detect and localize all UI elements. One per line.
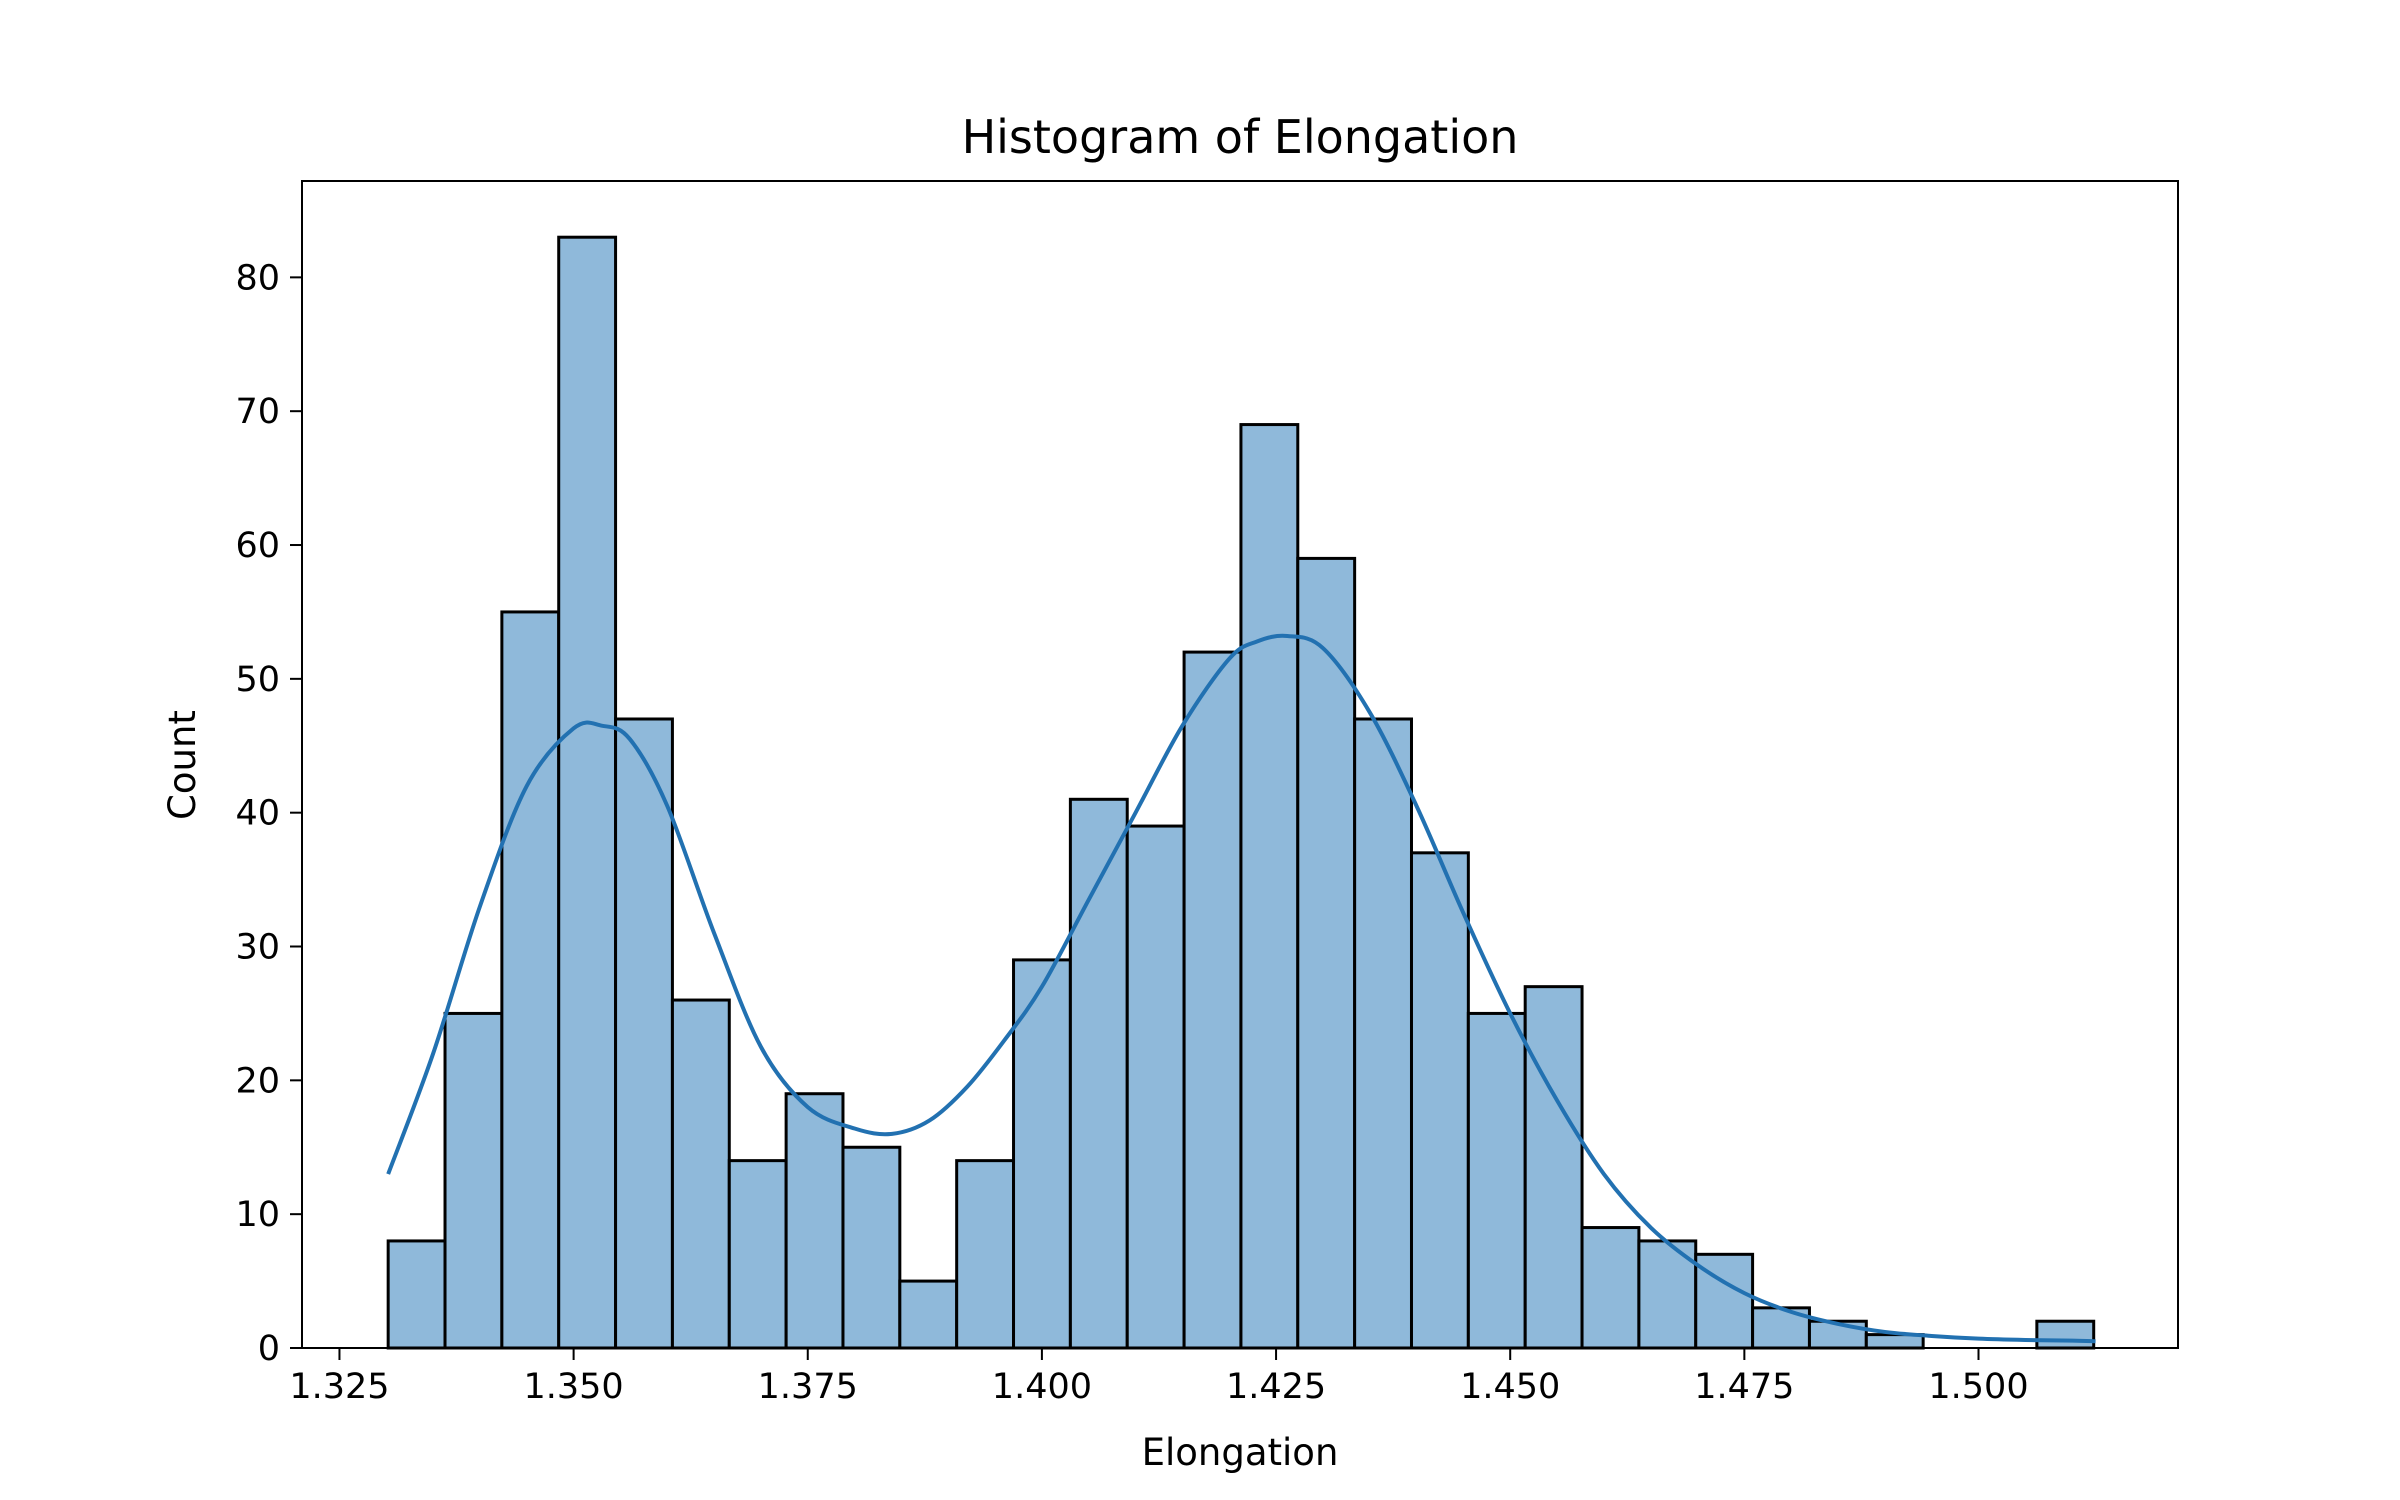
y-tick-label: 60: [235, 526, 280, 566]
histogram-bar: [386, 1239, 447, 1350]
histogram-bar: [670, 998, 731, 1350]
histogram-bar: [1523, 985, 1584, 1350]
x-tick-label: 1.450: [1460, 1367, 1560, 1407]
kde-curve: [386, 633, 2096, 1344]
y-axis-label: Count: [161, 710, 204, 820]
x-axis-ticks: 1.325 1.350 1.375 1.400 1.425 1.450 1.475 1.500: [289, 1348, 2029, 1407]
x-tick-label: 1.500: [1928, 1367, 2028, 1407]
x-axis-label: Elongation: [1142, 1431, 1339, 1474]
histogram-bar: [1012, 958, 1072, 1350]
y-tick-label: 20: [235, 1061, 280, 1101]
chart-title: Histogram of Elongation: [962, 110, 1519, 164]
histogram-bar: [898, 1279, 959, 1350]
histogram-bars: [386, 235, 2096, 1350]
y-axis-ticks: 0 10 20 30 40 50 60 70 80: [235, 258, 302, 1369]
histogram-bar: [500, 610, 561, 1350]
y-tick-label: 0: [258, 1329, 280, 1369]
y-tick-label: 70: [235, 392, 280, 432]
y-tick-label: 10: [235, 1195, 280, 1235]
histogram-bar: [443, 1011, 504, 1350]
histogram-bar: [727, 1159, 788, 1350]
histogram-bar: [1580, 1226, 1641, 1350]
histogram-bar: [1125, 824, 1186, 1350]
x-tick-label: 1.475: [1694, 1367, 1794, 1407]
histogram-bar: [1068, 797, 1129, 1350]
histogram-bar: [2035, 1319, 2096, 1350]
histogram-bar: [614, 717, 674, 1350]
histogram-bar: [557, 235, 618, 1350]
x-tick-label: 1.325: [289, 1367, 389, 1407]
histogram-bar: [1239, 423, 1300, 1350]
histogram-bar: [1466, 1011, 1527, 1350]
y-tick-label: 30: [235, 928, 280, 968]
histogram-bar: [841, 1145, 902, 1350]
x-tick-label: 1.350: [524, 1367, 624, 1407]
y-tick-label: 50: [235, 660, 280, 700]
plot-frame: [301, 180, 2179, 1349]
histogram-bar: [784, 1092, 845, 1350]
x-tick-label: 1.400: [992, 1367, 1092, 1407]
histogram-bar: [1353, 717, 1413, 1350]
y-tick-label: 40: [235, 794, 280, 834]
histogram-bar: [1182, 650, 1243, 1350]
x-tick-label: 1.425: [1226, 1367, 1326, 1407]
y-tick-label: 80: [235, 258, 280, 298]
histogram-bar: [1409, 851, 1470, 1350]
x-tick-label: 1.375: [758, 1367, 858, 1407]
histogram-bar: [955, 1159, 1016, 1350]
